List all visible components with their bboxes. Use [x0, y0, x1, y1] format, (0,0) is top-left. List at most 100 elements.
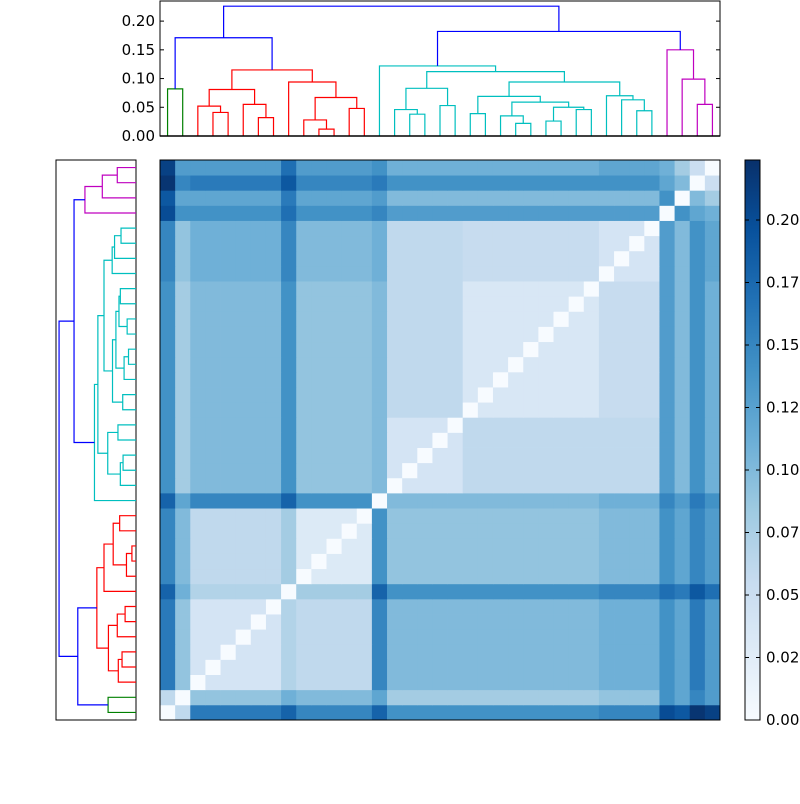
heatmap-cell [614, 704, 630, 721]
heatmap-cell [674, 265, 691, 282]
heatmap-cell [160, 447, 176, 464]
heatmap-cell [538, 356, 554, 373]
heatmap-cell [190, 674, 206, 691]
heatmap-cell [387, 326, 403, 343]
heatmap-cell [492, 220, 509, 237]
heatmap-cell [205, 629, 221, 645]
heatmap-cell [417, 356, 433, 373]
heatmap-cell [644, 356, 660, 373]
heatmap-cell [583, 553, 600, 570]
heatmap-cell [583, 508, 600, 524]
heatmap-cell [432, 250, 448, 267]
heatmap-cell [281, 311, 297, 327]
dendrogram-link [117, 424, 136, 441]
heatmap-cell [689, 659, 706, 675]
heatmap-cell [538, 644, 554, 660]
heatmap-cell [644, 659, 660, 675]
heatmap-cell [205, 250, 221, 267]
heatmap-cell [356, 674, 373, 691]
heatmap-cell [689, 614, 706, 630]
heatmap-cell [462, 387, 479, 403]
heatmap-cell [538, 250, 554, 267]
heatmap-cell [598, 402, 615, 418]
heatmap-cell [402, 432, 418, 448]
heatmap-cell [659, 477, 675, 494]
heatmap-cell [568, 296, 585, 312]
heatmap-cell [326, 311, 343, 327]
heatmap-cell [160, 205, 176, 221]
heatmap-cell [326, 689, 343, 706]
heatmap-cell [387, 553, 403, 570]
heatmap-cell [674, 659, 691, 675]
heatmap-cell [175, 311, 191, 327]
heatmap-cell [447, 356, 464, 373]
heatmap-cell [538, 523, 554, 539]
dendrogram-link [499, 115, 524, 136]
heatmap-cell [492, 659, 509, 675]
heatmap-cell [417, 311, 433, 327]
heatmap-cell [281, 462, 297, 479]
dendrogram-ytick-label: 0.05 [122, 98, 155, 116]
heatmap-cell [265, 477, 282, 494]
heatmap-cell [492, 371, 509, 388]
heatmap-cell [175, 492, 191, 509]
heatmap-cell [704, 235, 721, 252]
heatmap-cell [538, 220, 554, 237]
heatmap-cell [659, 311, 675, 327]
heatmap-cell [371, 311, 388, 327]
heatmap-cell [598, 568, 615, 585]
heatmap-cell [265, 175, 282, 191]
heatmap-cell [356, 462, 373, 479]
heatmap-cell [175, 629, 191, 645]
heatmap-cell [296, 265, 312, 282]
heatmap-cell [598, 523, 615, 539]
heatmap-cell [689, 644, 706, 660]
heatmap-cell [265, 190, 282, 206]
heatmap-cell [674, 583, 691, 600]
heatmap-cell [281, 674, 297, 691]
dendrogram-link [166, 88, 184, 136]
heatmap-cell [704, 311, 721, 327]
heatmap-cell [311, 462, 327, 479]
heatmap-cell [265, 583, 282, 600]
heatmap-cell [492, 190, 509, 206]
heatmap-cell [326, 402, 343, 418]
heatmap-cell [523, 387, 539, 403]
heatmap-cell [311, 583, 327, 600]
heatmap-cell [265, 614, 282, 630]
heatmap-cell [644, 341, 660, 358]
heatmap-cell [598, 371, 615, 388]
heatmap-cell [462, 674, 479, 691]
heatmap-cell [387, 598, 403, 615]
heatmap-cell [387, 477, 403, 494]
dendrogram-link [103, 543, 136, 592]
dendrogram-link [197, 105, 222, 136]
heatmap-cell [265, 265, 282, 282]
heatmap-cell [432, 432, 448, 448]
colorbar-gradient [744, 159, 761, 721]
heatmap-cell [326, 477, 343, 494]
heatmap-cell [205, 477, 221, 494]
heatmap-cell [311, 689, 327, 706]
heatmap-cell [583, 371, 600, 388]
dendrogram-link [242, 103, 267, 136]
heatmap-cell [296, 689, 312, 706]
dendrogram-link [318, 128, 335, 136]
heatmap-cell [598, 644, 615, 660]
heatmap-cell [629, 341, 645, 358]
heatmap-cell [538, 477, 554, 494]
heatmap-cell [508, 265, 524, 282]
heatmap-cell [250, 462, 267, 479]
heatmap-cell [326, 265, 343, 282]
heatmap-cell [598, 553, 615, 570]
heatmap-cell [341, 326, 358, 343]
heatmap-cell [235, 674, 252, 691]
heatmap-cell [689, 629, 706, 645]
heatmap-cell [371, 265, 388, 282]
heatmap-cell [371, 220, 388, 237]
heatmap-cell [356, 205, 373, 221]
heatmap-cell [644, 568, 660, 585]
dendrogram-link [545, 120, 562, 136]
heatmap-cell [553, 689, 570, 706]
heatmap-cell [538, 583, 554, 600]
